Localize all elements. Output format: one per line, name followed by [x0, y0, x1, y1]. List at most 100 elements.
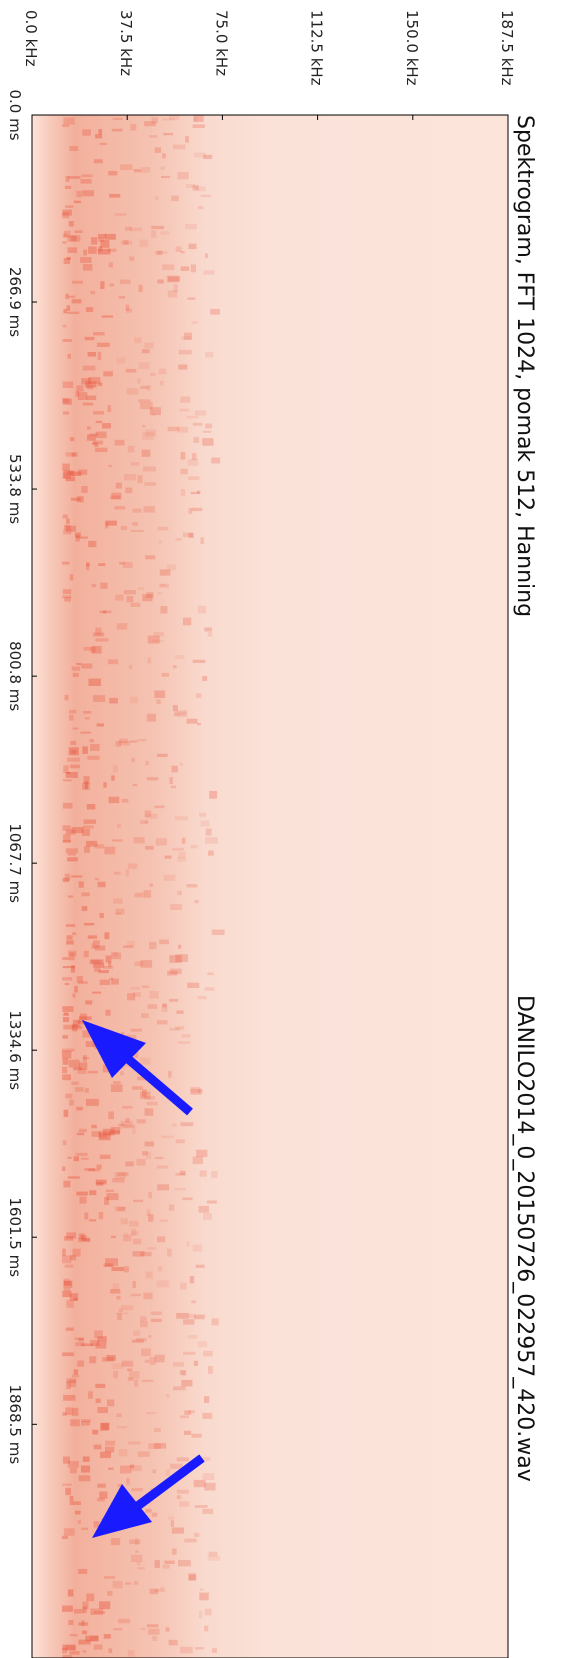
texture-speck: [81, 828, 90, 836]
texture-speck: [62, 595, 72, 599]
texture-speck: [168, 1071, 172, 1077]
texture-speck: [106, 1355, 116, 1361]
texture-speck: [186, 884, 198, 888]
texture-speck: [105, 955, 112, 963]
texture-speck: [74, 532, 81, 538]
y-tick-label: 112.5 kHz: [308, 10, 326, 86]
texture-speck: [125, 1582, 132, 1585]
texture-speck: [95, 1383, 106, 1388]
texture-speck: [113, 871, 121, 875]
texture-speck: [66, 1378, 77, 1384]
texture-speck: [187, 297, 196, 300]
texture-speck: [130, 602, 141, 607]
texture-speck: [66, 935, 73, 940]
texture-speck: [168, 1070, 172, 1079]
texture-speck: [93, 1444, 102, 1450]
texture-speck: [101, 315, 114, 318]
texture-speck: [74, 1510, 81, 1515]
texture-speck: [99, 142, 107, 146]
texture-speck: [170, 1520, 175, 1527]
texture-speck: [95, 627, 102, 636]
texture-speck: [62, 1352, 75, 1357]
texture-speck: [97, 382, 103, 387]
texture-speck: [176, 1489, 189, 1494]
texture-speck: [87, 755, 100, 760]
texture-speck: [65, 1407, 73, 1416]
texture-speck: [108, 1467, 114, 1470]
texture-speck: [77, 1360, 84, 1367]
texture-speck: [113, 898, 123, 904]
texture-speck: [62, 1050, 72, 1059]
texture-speck: [175, 1172, 186, 1176]
annotation-arrow: [92, 1454, 205, 1538]
y-tick-label: 187.5 kHz: [498, 10, 516, 86]
texture-speck: [145, 845, 154, 850]
texture-speck: [125, 869, 130, 877]
texture-speck: [177, 857, 186, 862]
texture-speck: [107, 405, 112, 413]
texture-speck: [147, 657, 151, 664]
texture-speck: [108, 961, 112, 967]
texture-speck: [178, 364, 188, 370]
texture-speck: [108, 1648, 113, 1653]
texture-speck: [107, 248, 117, 252]
texture-speck: [161, 1135, 175, 1138]
texture-speck: [144, 1108, 154, 1116]
texture-speck: [89, 1356, 97, 1364]
texture-speck: [108, 796, 120, 804]
texture-speck: [140, 1627, 146, 1631]
texture-speck: [71, 299, 82, 304]
texture-speck: [80, 179, 92, 184]
texture-speck: [135, 1337, 147, 1342]
texture-speck: [94, 844, 105, 849]
texture-speck: [141, 349, 150, 354]
texture-speck: [86, 434, 96, 441]
texture-speck: [172, 665, 177, 669]
texture-speck: [82, 365, 96, 371]
texture-speck: [97, 233, 106, 239]
texture-speck: [113, 1081, 121, 1085]
texture-speck: [81, 1420, 91, 1426]
texture-speck: [135, 1550, 139, 1553]
texture-speck: [129, 227, 143, 232]
texture-speck: [128, 1441, 141, 1445]
texture-speck: [98, 1212, 104, 1220]
x-tick-label: 266.9 ms: [6, 267, 24, 337]
texture-speck: [76, 1191, 88, 1196]
texture-speck: [65, 1327, 74, 1331]
texture-speck: [134, 1537, 139, 1546]
texture-speck: [160, 166, 165, 170]
texture-speck: [177, 172, 189, 180]
texture-speck: [90, 646, 96, 653]
texture-speck: [69, 471, 82, 476]
texture-speck: [132, 784, 138, 787]
texture-speck: [111, 952, 122, 960]
texture-speck: [62, 1483, 72, 1486]
annotation-arrow: [82, 1020, 193, 1116]
texture-speck: [84, 1088, 89, 1093]
texture-speck: [178, 349, 192, 355]
texture-speck: [99, 1601, 111, 1610]
texture-speck: [193, 115, 204, 122]
texture-speck: [63, 1109, 69, 1117]
texture-speck: [66, 757, 80, 762]
texture-speck: [194, 1532, 200, 1537]
texture-speck: [66, 256, 71, 260]
texture-speck: [211, 457, 221, 464]
texture-speck: [82, 1030, 94, 1038]
texture-speck: [86, 384, 94, 390]
texture-speck: [98, 246, 103, 252]
texture-speck: [71, 1025, 83, 1030]
texture-speck: [193, 1479, 206, 1488]
texture-speck: [169, 968, 182, 975]
texture-speck: [145, 813, 158, 819]
texture-speck: [86, 395, 97, 401]
texture-speck: [121, 1063, 132, 1067]
texture-speck: [140, 960, 153, 968]
texture-speck: [154, 251, 168, 254]
texture-speck: [66, 1232, 77, 1239]
texture-speck: [142, 1089, 147, 1097]
texture-speck: [98, 1132, 111, 1141]
texture-speck: [152, 1636, 158, 1641]
texture-speck: [82, 1456, 90, 1462]
